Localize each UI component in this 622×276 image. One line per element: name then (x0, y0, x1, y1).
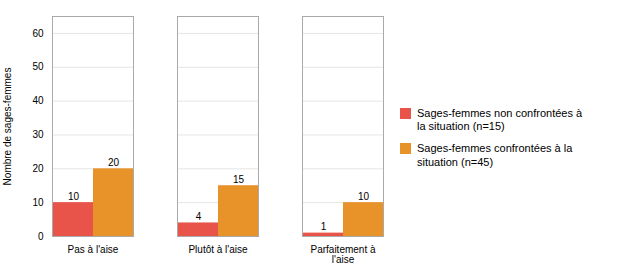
svg-text:20: 20 (108, 157, 120, 168)
html-text:Sages-femmes non confrontées à: Sages-femmes non confrontées à la situat… (417, 106, 583, 133)
svg-text:0: 0 (38, 231, 44, 242)
svg-text:1: 1 (321, 221, 327, 232)
svg-text:10: 10 (68, 191, 80, 202)
svg-text:Pas à l'aise: Pas à l'aise (68, 244, 119, 255)
svg-text:Nombre de sages-femmes: Nombre de sages-femmes (2, 68, 13, 186)
svg-text:30: 30 (32, 129, 44, 140)
svg-text:4: 4 (196, 211, 202, 222)
svg-text:40: 40 (32, 95, 44, 106)
svg-text:15: 15 (233, 174, 245, 185)
svg-text:Parfaitement àl'aise: Parfaitement àl'aise (310, 244, 375, 265)
svg-text:10: 10 (32, 197, 44, 208)
svg-text:Plutôt à l'aise: Plutôt à l'aise (188, 244, 248, 255)
svg-text:50: 50 (32, 61, 44, 72)
svg-text:20: 20 (32, 163, 44, 174)
svg-text:60: 60 (32, 28, 44, 39)
html-text:Sages-femmes confrontées à la: Sages-femmes confrontées à la situation … (417, 142, 573, 168)
svg-text:10: 10 (358, 191, 370, 202)
